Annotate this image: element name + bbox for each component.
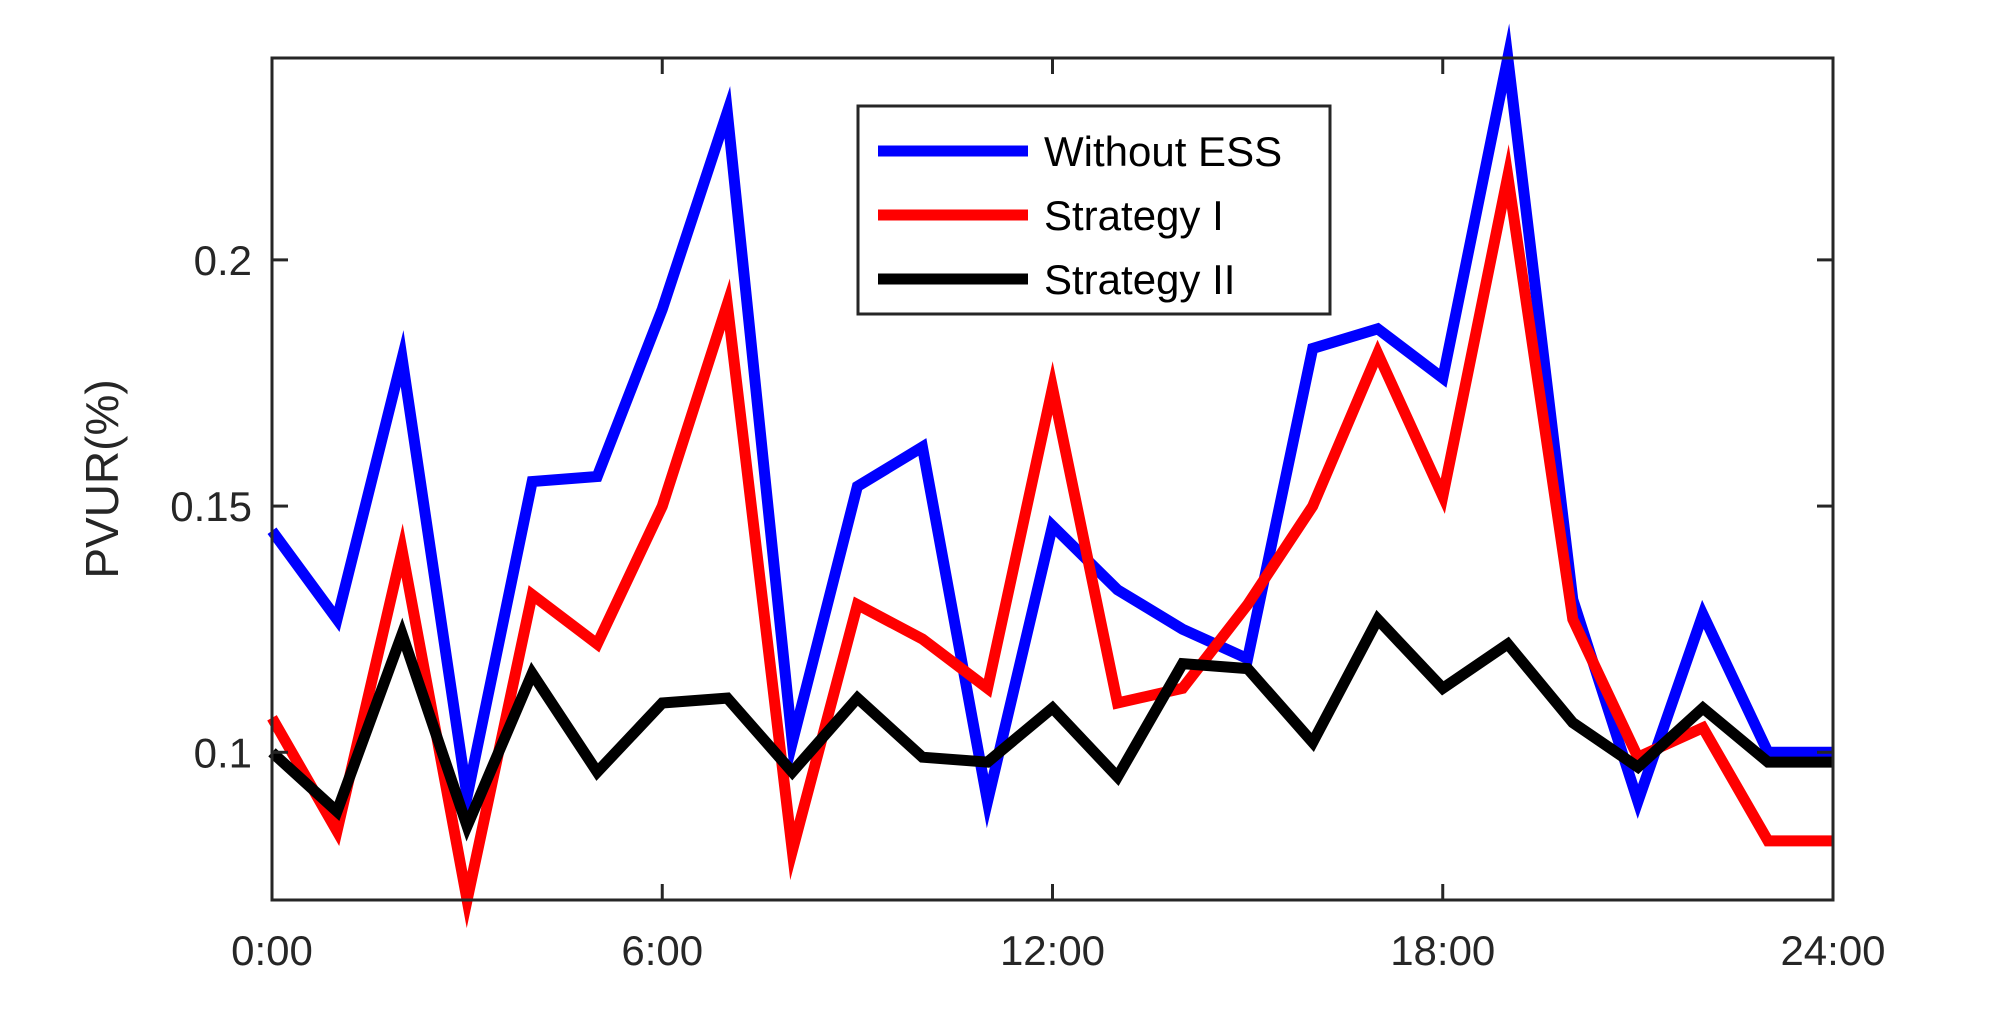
series-line-2 (267, 144, 1833, 929)
series-layer (267, 23, 1833, 929)
y-axis-title: PVUR(%) (76, 379, 128, 578)
ticks-layer: 0:00 6:00 12:00 18:00 24:00 0.1 0.15 0.2 (170, 58, 1886, 974)
axes-border (270, 56, 1835, 902)
y-tick-label: 0.2 (194, 237, 252, 284)
x-tick-label: 0:00 (231, 927, 313, 974)
x-tick-label: 18:00 (1390, 927, 1495, 974)
y-tick-label: 0.1 (194, 729, 252, 776)
x-tick-label: 6:00 (621, 927, 703, 974)
x-tick-label: 24:00 (1780, 927, 1885, 974)
x-tick-label: 12:00 (1000, 927, 1105, 974)
legend: Without ESS Strategy I Strategy II (856, 104, 1332, 316)
series-line-3 (268, 609, 1833, 842)
legend-label-1: Without ESS (1044, 128, 1282, 175)
legend-label-2: Strategy I (1044, 192, 1224, 239)
legend-label-3: Strategy II (1044, 256, 1235, 303)
y-tick-label: 0.15 (170, 483, 252, 530)
